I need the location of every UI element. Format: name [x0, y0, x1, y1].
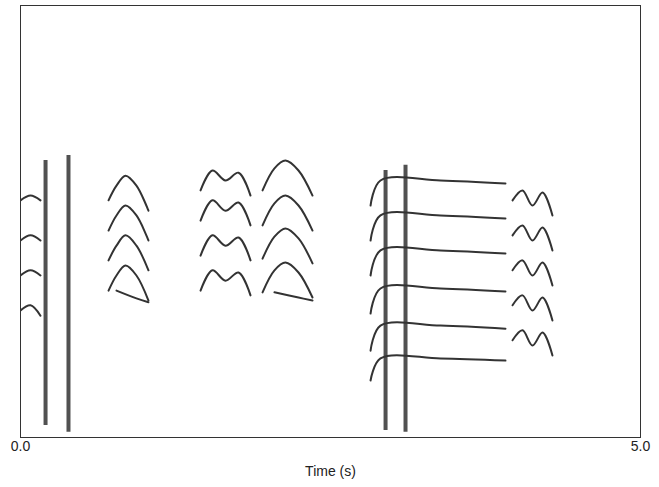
svg-text:5.0: 5.0 — [631, 438, 651, 454]
svg-text:0.0: 0.0 — [11, 438, 31, 454]
svg-text:Time (s): Time (s) — [305, 463, 356, 479]
